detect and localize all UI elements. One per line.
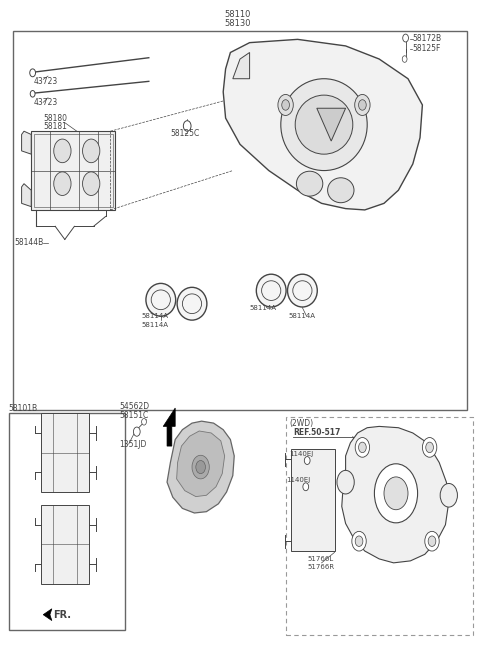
- Polygon shape: [163, 408, 175, 446]
- Circle shape: [282, 100, 289, 110]
- Circle shape: [30, 91, 35, 97]
- Text: 58181: 58181: [43, 122, 67, 131]
- Circle shape: [428, 536, 436, 546]
- Polygon shape: [167, 421, 234, 513]
- Text: 43723: 43723: [34, 98, 58, 108]
- Text: 58101B: 58101B: [9, 403, 38, 413]
- Circle shape: [133, 427, 140, 436]
- Circle shape: [304, 457, 310, 464]
- Circle shape: [384, 477, 408, 510]
- Circle shape: [402, 56, 407, 62]
- Bar: [291, 449, 335, 551]
- Circle shape: [278, 94, 293, 115]
- Text: REF.50-517: REF.50-517: [293, 428, 340, 438]
- Bar: [41, 413, 89, 492]
- Bar: [34, 134, 113, 207]
- Text: 58130: 58130: [224, 19, 251, 28]
- Circle shape: [54, 172, 71, 195]
- Text: 58144B: 58144B: [14, 238, 44, 247]
- Text: 51766L: 51766L: [307, 556, 334, 562]
- Ellipse shape: [297, 171, 323, 196]
- Polygon shape: [177, 431, 225, 497]
- Polygon shape: [233, 52, 250, 79]
- Polygon shape: [342, 426, 449, 563]
- Circle shape: [352, 531, 366, 551]
- Text: 58114A: 58114A: [142, 321, 168, 328]
- Circle shape: [355, 94, 370, 115]
- Text: 58110: 58110: [225, 10, 251, 19]
- Circle shape: [196, 461, 205, 474]
- Text: 58180: 58180: [43, 113, 67, 123]
- Text: 58125C: 58125C: [170, 129, 200, 138]
- Text: 43723: 43723: [34, 77, 58, 86]
- Text: FR.: FR.: [53, 609, 71, 620]
- Text: 58125F: 58125F: [413, 44, 441, 53]
- Circle shape: [303, 483, 309, 491]
- Circle shape: [30, 69, 36, 77]
- Bar: [41, 505, 89, 584]
- Polygon shape: [223, 39, 422, 210]
- Text: 1140EJ: 1140EJ: [287, 477, 311, 483]
- Circle shape: [83, 139, 100, 163]
- Polygon shape: [43, 609, 52, 621]
- Circle shape: [359, 442, 366, 453]
- Circle shape: [183, 121, 191, 131]
- Ellipse shape: [295, 95, 353, 154]
- Bar: [13, 31, 467, 410]
- Polygon shape: [22, 131, 31, 154]
- Ellipse shape: [288, 274, 317, 307]
- Circle shape: [192, 455, 209, 479]
- Ellipse shape: [177, 287, 207, 320]
- Circle shape: [355, 438, 370, 457]
- Circle shape: [355, 536, 363, 546]
- Text: 58114A: 58114A: [288, 313, 315, 319]
- Text: 58114A: 58114A: [250, 304, 276, 311]
- Circle shape: [142, 419, 146, 425]
- Bar: [9, 413, 125, 630]
- Ellipse shape: [256, 274, 286, 307]
- Ellipse shape: [281, 79, 367, 171]
- Circle shape: [359, 100, 366, 110]
- Text: 58114A: 58114A: [142, 313, 168, 319]
- Circle shape: [440, 483, 457, 507]
- Circle shape: [54, 139, 71, 163]
- Bar: [31, 131, 115, 210]
- Bar: [286, 417, 473, 635]
- Circle shape: [83, 172, 100, 195]
- Circle shape: [403, 34, 408, 42]
- Circle shape: [425, 531, 439, 551]
- Polygon shape: [317, 108, 346, 141]
- Text: 54562D: 54562D: [119, 402, 149, 411]
- Text: (2WD): (2WD): [289, 419, 313, 428]
- Text: 58151C: 58151C: [119, 411, 148, 420]
- Polygon shape: [22, 184, 31, 207]
- Circle shape: [374, 464, 418, 523]
- Text: 1140EJ: 1140EJ: [289, 451, 313, 457]
- Ellipse shape: [327, 178, 354, 203]
- Text: 58172B: 58172B: [413, 33, 442, 43]
- Circle shape: [426, 442, 433, 453]
- Circle shape: [337, 470, 354, 494]
- Ellipse shape: [146, 283, 176, 316]
- Circle shape: [422, 438, 437, 457]
- Text: 51766R: 51766R: [307, 564, 335, 571]
- Text: 1351JD: 1351JD: [119, 440, 146, 449]
